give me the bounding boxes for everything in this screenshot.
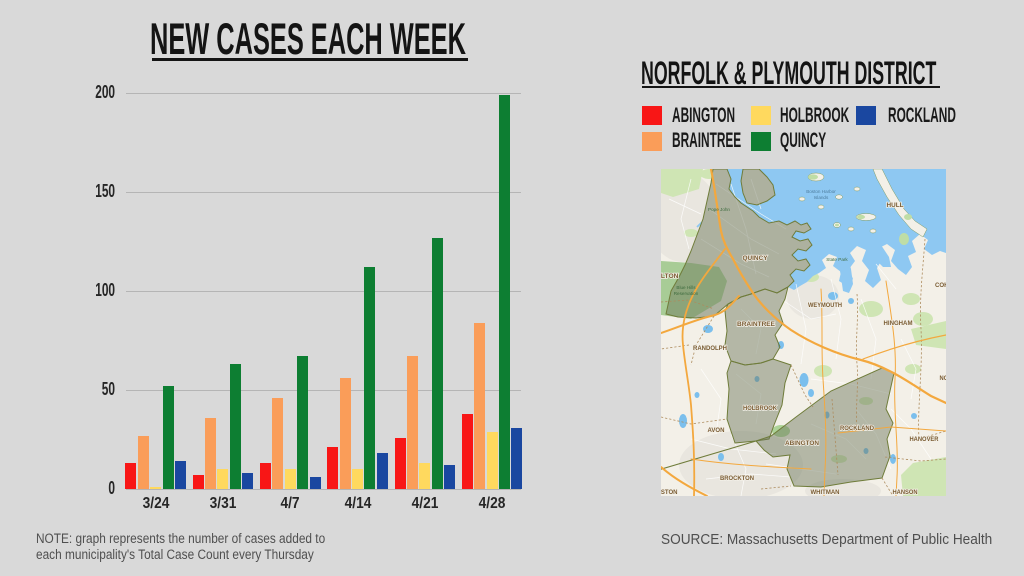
svg-text:State Park: State Park xyxy=(826,257,848,262)
svg-text:Boston Harbor: Boston Harbor xyxy=(806,189,836,194)
svg-text:HOLBROOK: HOLBROOK xyxy=(743,405,777,412)
svg-text:WEYMOUTH: WEYMOUTH xyxy=(808,302,842,309)
svg-text:HULL: HULL xyxy=(887,202,904,209)
svg-text:MILTON: MILTON xyxy=(661,273,679,280)
svg-text:ABINGTON: ABINGTON xyxy=(785,440,819,447)
svg-text:COHASSET: COHASSET xyxy=(935,282,946,289)
svg-text:Pope John: Pope John xyxy=(708,207,730,212)
svg-text:HANSON: HANSON xyxy=(893,489,918,496)
svg-text:HINGHAM: HINGHAM xyxy=(884,320,913,327)
svg-text:BROCKTON: BROCKTON xyxy=(720,475,754,482)
svg-text:ROCKLAND: ROCKLAND xyxy=(840,425,874,432)
svg-text:Blue Hills: Blue Hills xyxy=(676,285,696,290)
svg-text:WHITMAN: WHITMAN xyxy=(811,489,840,496)
svg-text:AVON: AVON xyxy=(708,427,725,434)
svg-text:QUINCY: QUINCY xyxy=(743,255,769,262)
svg-text:HANOVER: HANOVER xyxy=(910,436,939,443)
svg-text:Reservation: Reservation xyxy=(674,291,699,296)
svg-text:Islands: Islands xyxy=(814,195,829,200)
svg-text:RANDOLPH: RANDOLPH xyxy=(693,345,727,352)
svg-text:NORWELL: NORWELL xyxy=(940,375,947,382)
svg-text:BRAINTREE: BRAINTREE xyxy=(737,321,776,328)
svg-text:EASTON: EASTON xyxy=(661,489,678,496)
